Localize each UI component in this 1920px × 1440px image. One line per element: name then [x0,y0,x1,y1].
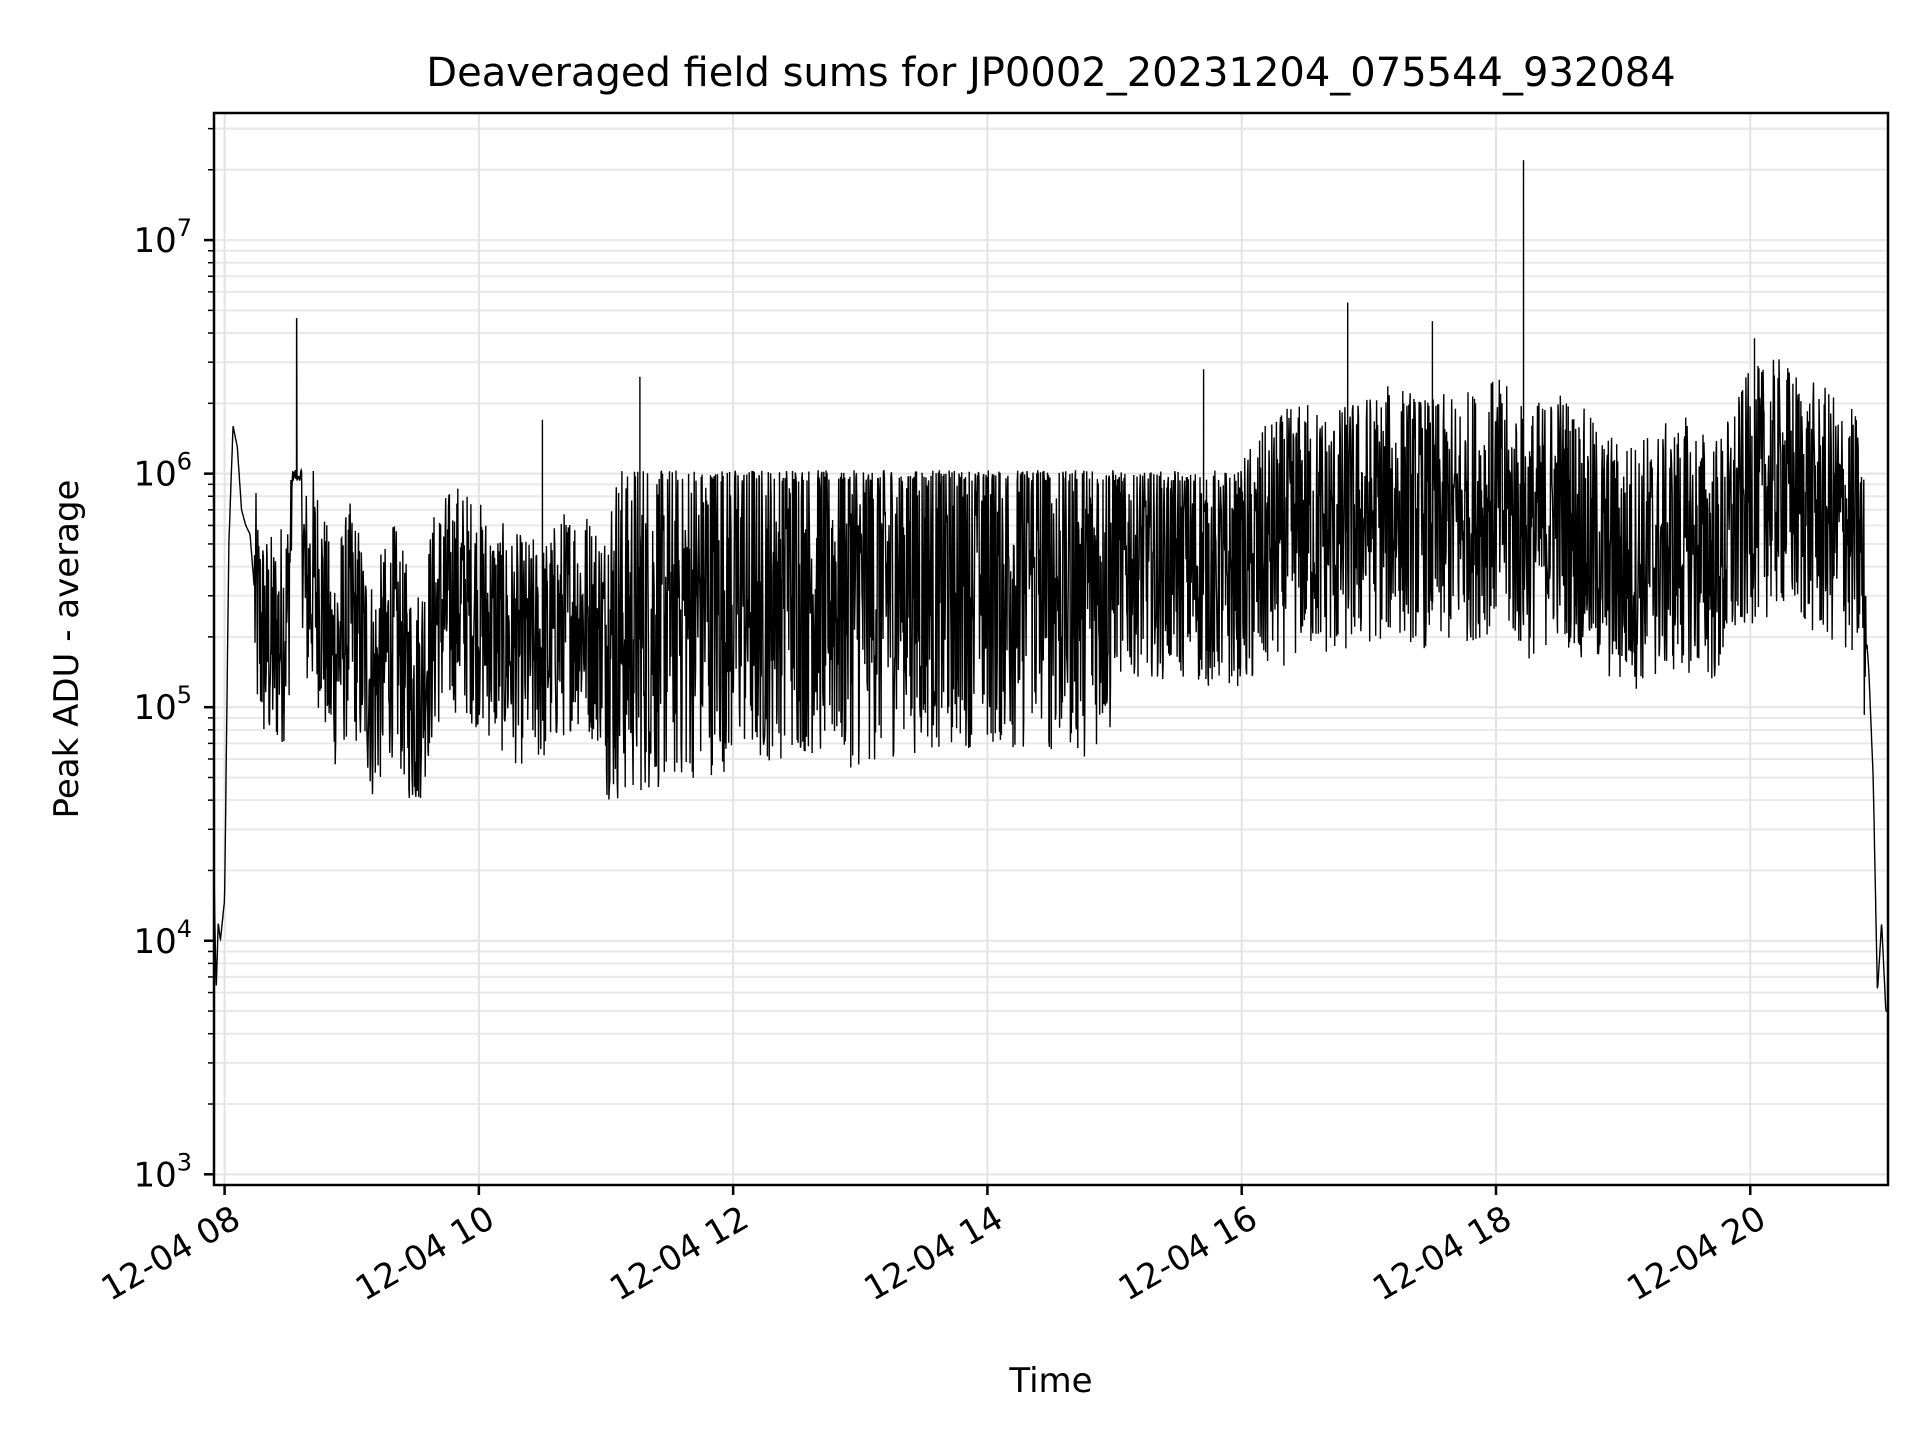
x-tick-label: 12-04 08 [95,1198,247,1309]
y-tick-label: 107 [133,214,192,261]
x-tick-label: 12-04 10 [349,1198,501,1309]
x-axis-label: Time [1008,1361,1092,1401]
x-tick-label: 12-04 12 [603,1198,755,1309]
y-tick-label: 103 [133,1148,192,1195]
x-tick-label: 12-04 20 [1620,1198,1772,1309]
x-tick-label: 12-04 18 [1366,1198,1518,1309]
y-tick-label: 104 [133,915,192,962]
plot-frame [212,111,1890,1187]
y-axis-label: Peak ADU - average [47,480,87,819]
x-tick-label: 12-04 14 [858,1198,1010,1309]
series-line [213,160,1888,1012]
chart-title: Deaveraged field sums for JP0002_2023120… [426,50,1675,96]
series-layer [213,160,1888,1012]
y-tick-label: 105 [133,681,192,728]
x-tick-label: 12-04 16 [1112,1198,1264,1309]
y-tick-label: 106 [133,448,192,495]
